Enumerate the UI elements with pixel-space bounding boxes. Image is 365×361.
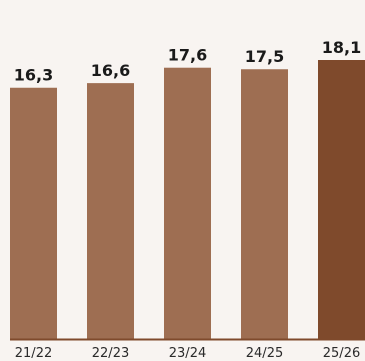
value-label: 18,1 [322, 38, 361, 57]
x-tick-label: 25/26 [323, 346, 360, 361]
value-label: 17,5 [245, 47, 284, 66]
value-label: 17,6 [168, 46, 207, 65]
bar-21-22 [10, 87, 57, 340]
value-label: 16,6 [91, 61, 130, 80]
bar-24-25 [241, 69, 288, 339]
x-tick-label: 23/24 [169, 346, 206, 361]
bar-25-26 [318, 60, 365, 339]
x-tick-labels-group: 21/22 22/23 23/24 24/25 25/26 [15, 346, 360, 361]
x-tick-label: 21/22 [15, 346, 52, 361]
bar-23-24 [164, 67, 211, 339]
bars-group [10, 60, 365, 340]
x-tick-label: 24/25 [246, 346, 283, 361]
value-label: 16,3 [14, 66, 53, 85]
bar-22-23 [87, 83, 134, 339]
x-tick-label: 22/23 [92, 346, 129, 361]
value-labels-group: 16,3 16,6 17,6 17,5 18,1 [14, 38, 361, 85]
